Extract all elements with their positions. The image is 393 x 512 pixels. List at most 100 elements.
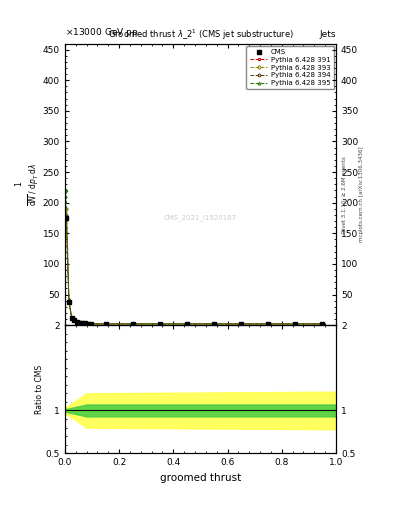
Pythia 6.428 393 [83,320,88,326]
Pythia 6.428 394 [130,321,135,327]
Legend: CMS, Pythia 6.428 391, Pythia 6.428 393, Pythia 6.428 394, Pythia 6.428 395: CMS, Pythia 6.428 391, Pythia 6.428 393,… [246,46,334,90]
Pythia 6.428 394 [75,319,79,325]
Pythia 6.428 395 [266,321,270,327]
Pythia 6.428 395 [103,321,108,327]
Pythia 6.428 393 [130,321,135,327]
CMS [64,215,68,221]
Pythia 6.428 394 [66,298,71,304]
Pythia 6.428 394 [103,321,108,327]
Pythia 6.428 391 [64,215,68,221]
Pythia 6.428 394 [185,321,189,327]
Pythia 6.428 393 [239,321,243,327]
Pythia 6.428 393 [185,321,189,327]
Pythia 6.428 391 [69,315,74,321]
Pythia 6.428 393 [86,321,90,327]
Pythia 6.428 395 [69,314,74,320]
Pythia 6.428 395 [83,320,88,326]
Pythia 6.428 393 [69,315,74,321]
Pythia 6.428 391 [239,321,243,327]
Pythia 6.428 393 [320,321,325,327]
Pythia 6.428 394 [72,317,77,323]
Pythia 6.428 395 [320,321,325,327]
Pythia 6.428 393 [77,319,82,326]
Y-axis label: $\mathrm{1}$
$\overline{\mathrm{d}N}$ / $\mathrm{d}p_T\,\mathrm{d}\lambda$: $\mathrm{1}$ $\overline{\mathrm{d}N}$ / … [13,163,41,206]
Pythia 6.428 393 [72,317,77,323]
Pythia 6.428 393 [80,320,85,326]
CMS [103,321,108,327]
CMS [320,321,325,327]
Text: Rivet 3.1.10, ≥ 2.6M events: Rivet 3.1.10, ≥ 2.6M events [342,156,346,233]
Text: $\times$13000 GeV pp: $\times$13000 GeV pp [65,26,138,39]
Pythia 6.428 395 [72,317,77,323]
Pythia 6.428 394 [293,321,298,327]
Pythia 6.428 395 [88,321,93,327]
CMS [83,320,88,326]
Pythia 6.428 393 [75,319,79,325]
Pythia 6.428 391 [80,320,85,326]
CMS [130,321,135,327]
CMS [66,299,71,305]
Pythia 6.428 391 [83,320,88,326]
Text: mcplots.cern.ch [arXiv:1306.3436]: mcplots.cern.ch [arXiv:1306.3436] [359,147,364,242]
Pythia 6.428 395 [64,187,68,194]
CMS [75,319,79,325]
Pythia 6.428 394 [157,321,162,327]
Pythia 6.428 395 [185,321,189,327]
Pythia 6.428 391 [266,321,270,327]
CMS [80,320,85,326]
Pythia 6.428 395 [239,321,243,327]
Title: Groomed thrust $\lambda\_2^1$ (CMS jet substructure): Groomed thrust $\lambda\_2^1$ (CMS jet s… [108,28,293,42]
Y-axis label: Ratio to CMS: Ratio to CMS [35,365,44,414]
Pythia 6.428 394 [266,321,270,327]
Pythia 6.428 394 [69,315,74,321]
CMS [69,315,74,321]
Pythia 6.428 395 [86,321,90,327]
Pythia 6.428 391 [320,321,325,327]
Pythia 6.428 394 [86,321,90,327]
X-axis label: groomed thrust: groomed thrust [160,473,241,482]
Text: CMS_2021_I1920187: CMS_2021_I1920187 [164,215,237,222]
Line: Pythia 6.428 395: Pythia 6.428 395 [65,189,324,325]
Pythia 6.428 393 [266,321,270,327]
Pythia 6.428 391 [103,321,108,327]
CMS [293,321,298,327]
Pythia 6.428 393 [157,321,162,327]
Pythia 6.428 391 [86,321,90,327]
Pythia 6.428 394 [64,212,68,218]
CMS [266,321,270,327]
Line: Pythia 6.428 393: Pythia 6.428 393 [65,207,324,325]
CMS [72,317,77,323]
Pythia 6.428 395 [75,319,79,325]
Pythia 6.428 394 [239,321,243,327]
Pythia 6.428 391 [293,321,298,327]
Pythia 6.428 393 [66,297,71,304]
Pythia 6.428 391 [88,321,93,327]
Pythia 6.428 391 [75,319,79,325]
Pythia 6.428 393 [88,321,93,327]
CMS [77,319,82,326]
Pythia 6.428 393 [293,321,298,327]
Line: Pythia 6.428 394: Pythia 6.428 394 [65,214,324,325]
Pythia 6.428 395 [211,321,216,327]
Pythia 6.428 395 [66,296,71,303]
CMS [185,321,189,327]
CMS [211,321,216,327]
Pythia 6.428 394 [77,319,82,326]
Pythia 6.428 391 [66,299,71,305]
Pythia 6.428 391 [77,319,82,326]
Pythia 6.428 391 [185,321,189,327]
Pythia 6.428 391 [211,321,216,327]
Text: Jets: Jets [320,30,336,39]
CMS [157,321,162,327]
Pythia 6.428 394 [211,321,216,327]
Pythia 6.428 394 [80,320,85,326]
Pythia 6.428 393 [211,321,216,327]
Pythia 6.428 394 [320,321,325,327]
Pythia 6.428 391 [130,321,135,327]
Pythia 6.428 393 [64,206,68,212]
Pythia 6.428 391 [157,321,162,327]
Pythia 6.428 395 [130,321,135,327]
Line: CMS: CMS [64,216,324,326]
Pythia 6.428 395 [293,321,298,327]
Pythia 6.428 394 [88,321,93,327]
